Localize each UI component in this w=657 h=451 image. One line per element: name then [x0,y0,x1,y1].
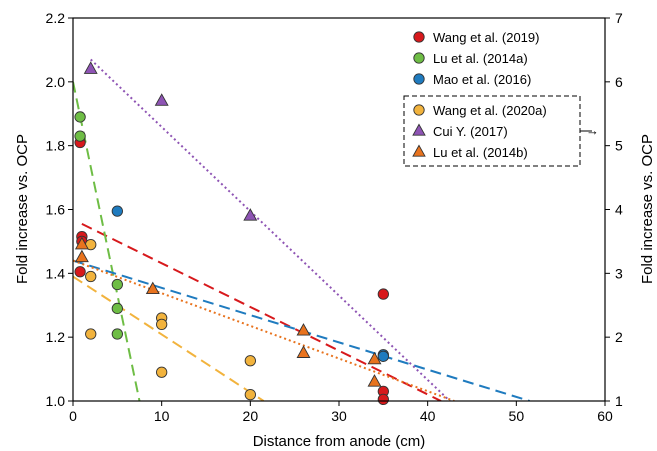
data-point-cui-y-2017 [243,208,258,221]
trendline-lu-et-al-2014b [73,259,455,401]
y-axis-left-title: Fold increase vs. OCP [14,134,31,284]
data-point-lu-et-al-2014b [145,281,160,295]
legend-marker-lu-et-al-2014a [413,52,425,64]
data-point-lu-et-al-2014a [111,302,123,315]
data-point-lu-et-al-2014b [296,345,311,358]
data-point-wang-et-al-2020a [244,388,256,401]
y-right-tick-label: 3 [615,265,623,281]
trendline-cui-y-2017 [90,58,451,401]
data-point-lu-et-al-2014a [111,278,123,291]
x-tick-label: 20 [243,408,259,424]
data-point-wang-et-al-2020a [244,355,256,367]
legend-marker-wang-et-al-2020a [413,104,425,116]
legend: → Wang et al. (2019) Lu et al. (2014a) Mao… [403,30,599,167]
axes: 0 10 20 30 40 50 60 1.0 1.2 1.4 1.6 1.8 2.0 2.2 1 2 3 4 5 6… [46,10,623,424]
data-point-wang-et-al-2020a [85,270,97,283]
data-point-cui-y-2017 [83,61,98,74]
legend-marker-mao-et-al-2016 [413,73,425,85]
legend-marker-lu-et-al-2014b [412,144,426,157]
data-point-lu-et-al-2014b [74,236,89,250]
right-axis-arrow-icon: → [586,123,599,138]
y-right-tick-label: 6 [615,74,623,90]
data-point-lu-et-al-2014a [74,130,86,142]
y-left-tick-label: 2.0 [46,74,66,90]
data-point-wang-et-al-2020a [85,328,97,340]
x-tick-label: 60 [597,408,613,424]
legend-label-wang-et-al-2020a: Wang et al. (2020a) [433,103,547,118]
y-right-tick-label: 5 [615,138,623,154]
x-tick-label: 30 [331,408,347,424]
legend-marker-cui-y-2017 [412,123,426,136]
data-point-lu-et-al-2014b [296,323,311,336]
x-tick-label: 0 [69,408,77,424]
data-point-lu-et-al-2014a [74,111,86,123]
x-tick-label: 10 [154,408,170,424]
trendline-wang-et-al-2019 [81,222,442,401]
data-point-lu-et-al-2014b [74,249,89,263]
legend-marker-wang-et-al-2019 [413,31,425,43]
y-left-tick-label: 1.6 [46,202,66,218]
data-point-lu-et-al-2014b [367,351,382,365]
trendline-wang-et-al-2020a [73,275,265,401]
y-left-tick-label: 1.8 [46,138,66,154]
y-left-tick-label: 2.2 [46,10,66,26]
y-left-tick-label: 1.0 [46,393,66,409]
y-axis-right-title: Fold increase vs. OCP [639,134,656,284]
y-right-tick-label: 1 [615,393,623,409]
y-right-tick-label: 7 [615,10,623,26]
legend-label-wang-et-al-2019: Wang et al. (2019) [433,30,539,45]
x-tick-label: 50 [509,408,525,424]
y-right-tick-label: 2 [615,329,623,345]
x-axis-title: Distance from anode (cm) [253,433,426,450]
legend-label-lu-et-al-2014b: Lu et al. (2014b) [433,145,528,160]
data-point-wang-et-al-2019 [377,393,389,406]
data-point-cui-y-2017 [154,93,169,106]
data-point-wang-et-al-2019 [74,266,86,278]
data-point-wang-et-al-2020a [156,366,168,378]
legend-label-mao-et-al-2016: Mao et al. (2016) [433,72,531,87]
data-point-mao-et-al-2016 [377,350,389,362]
data-point-lu-et-al-2014a [111,328,123,340]
legend-label-lu-et-al-2014a: Lu et al. (2014a) [433,51,528,66]
y-left-tick-label: 1.4 [46,265,66,281]
data-points [74,61,389,406]
x-tick-label: 40 [420,408,436,424]
legend-label-cui-y-2017: Cui Y. (2017) [433,124,508,139]
y-right-tick-label: 4 [615,202,623,218]
y-left-tick-label: 1.2 [46,329,66,345]
data-point-wang-et-al-2019 [377,288,389,300]
data-point-mao-et-al-2016 [111,205,123,217]
data-point-wang-et-al-2020a [156,318,168,331]
data-point-lu-et-al-2014b [367,374,382,387]
